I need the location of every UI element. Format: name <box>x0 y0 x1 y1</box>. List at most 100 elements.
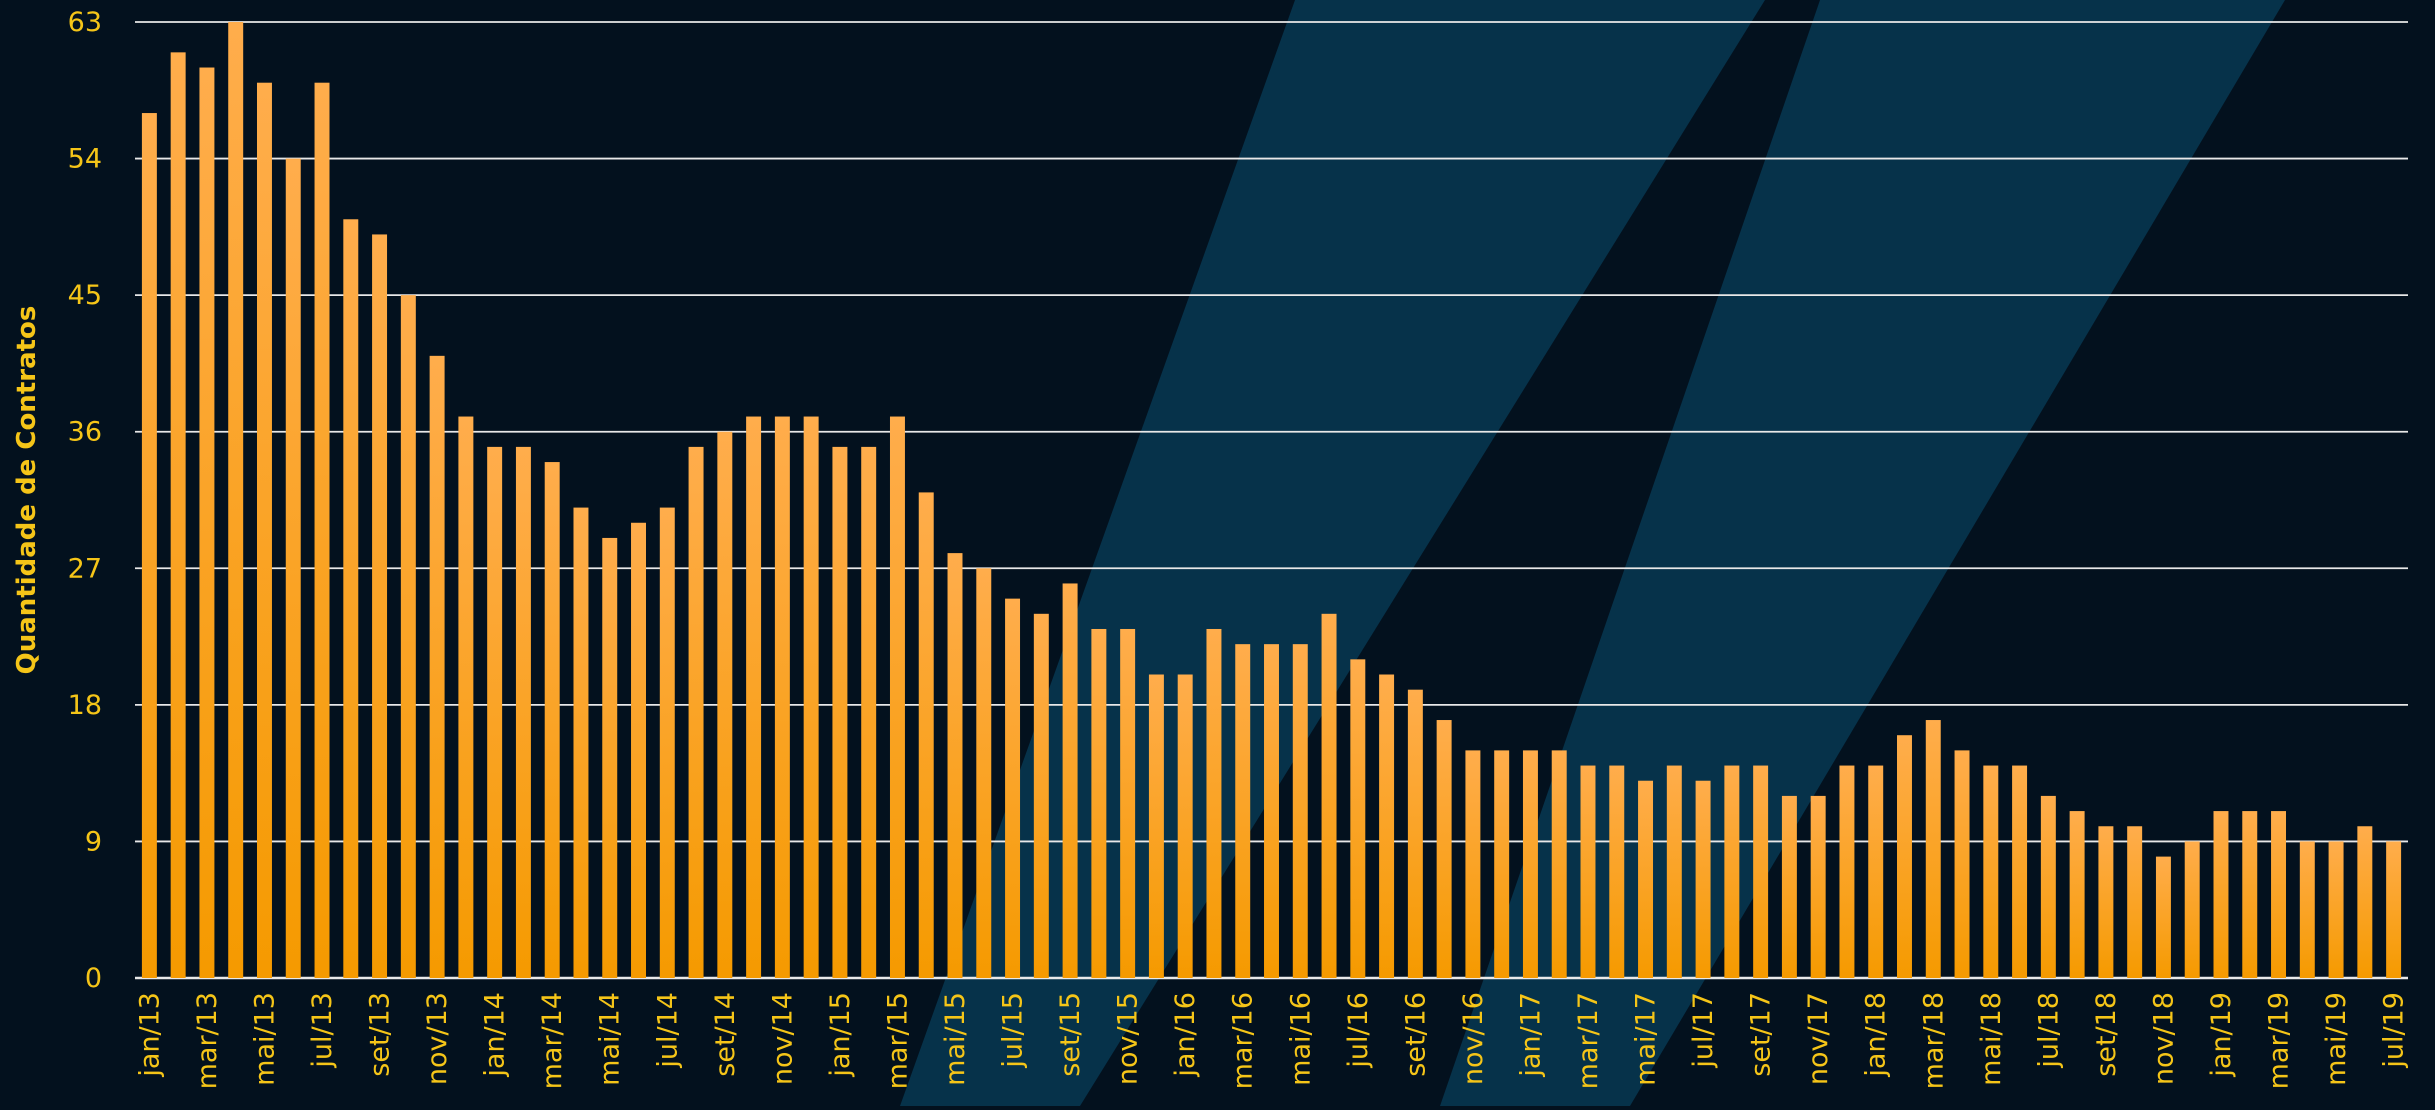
bar <box>1666 765 1682 978</box>
bar <box>1983 765 1999 978</box>
x-tick-label: mai/14 <box>595 992 626 1086</box>
bar <box>688 446 704 978</box>
bar <box>1264 644 1279 978</box>
y-tick-label: 9 <box>85 826 102 857</box>
x-tick-label: jan/16 <box>1170 992 1201 1078</box>
x-tick-label: jul/13 <box>307 992 338 1069</box>
bar <box>1062 583 1078 978</box>
x-tick-label: jul/15 <box>998 992 1029 1069</box>
x-tick-label: jan/18 <box>1861 992 1892 1078</box>
bar <box>1177 674 1193 978</box>
x-tick-label: jul/17 <box>1688 992 1719 1069</box>
bar <box>2299 841 2315 978</box>
bar <box>889 416 905 978</box>
bar <box>256 82 272 978</box>
bar <box>2069 811 2085 978</box>
bar <box>2357 826 2373 978</box>
bar <box>544 462 560 979</box>
x-tick-label: mar/17 <box>1573 992 1604 1089</box>
x-tick-label: jan/17 <box>1515 992 1546 1078</box>
bar <box>1120 628 1136 978</box>
bar <box>314 82 330 978</box>
bar <box>2271 811 2287 978</box>
bar <box>1465 750 1481 978</box>
bar <box>976 568 992 978</box>
bar <box>1148 674 1164 978</box>
bar <box>631 522 646 978</box>
x-tick-label: mai/16 <box>1285 992 1316 1086</box>
bar <box>1005 598 1021 978</box>
x-tick-label: jan/15 <box>825 992 856 1078</box>
x-tick-label: mar/18 <box>1918 992 1949 1089</box>
bar <box>1091 628 1107 978</box>
x-tick-labels: jan/13 mar/13 mai/13 jul/13 set/13 nov/13 jan/… <box>134 992 2409 1089</box>
x-tick-label: jan/19 <box>2206 992 2237 1078</box>
x-tick-label: set/15 <box>1055 992 1086 1077</box>
x-tick-label: mar/14 <box>537 992 568 1089</box>
bar <box>947 553 963 978</box>
bar <box>573 507 589 978</box>
y-tick-label: 36 <box>68 417 102 448</box>
x-tick-label: mar/15 <box>882 992 913 1089</box>
y-tick-labels: 0 9 18 27 36 45 54 63 <box>68 7 102 994</box>
bar <box>2386 841 2402 978</box>
bar <box>285 158 301 979</box>
x-tick-label: set/14 <box>710 992 741 1077</box>
bar <box>2213 811 2229 978</box>
bar <box>1781 795 1797 978</box>
bar <box>1839 765 1855 978</box>
x-tick-label: jul/18 <box>2033 992 2064 1069</box>
x-tick-label: jul/16 <box>1343 992 1374 1069</box>
bar <box>400 295 416 979</box>
bar <box>2012 765 2028 978</box>
x-tick-label: set/18 <box>2091 992 2122 1077</box>
bar <box>774 416 790 978</box>
x-tick-label: mar/19 <box>2264 992 2295 1089</box>
bar <box>429 355 445 978</box>
bar <box>1925 720 1941 978</box>
bar <box>2127 826 2143 978</box>
bar <box>1753 765 1769 978</box>
bar <box>1350 659 1366 978</box>
bar <box>170 52 186 979</box>
x-tick-label: set/13 <box>365 992 396 1077</box>
y-tick-label: 18 <box>68 690 102 721</box>
bar <box>832 446 848 978</box>
bar <box>602 537 618 978</box>
x-tick-label: mai/15 <box>940 992 971 1086</box>
bar <box>918 492 934 978</box>
x-tick-label: jul/19 <box>2379 992 2410 1069</box>
y-tick-label: 45 <box>68 280 102 311</box>
bar <box>1379 674 1395 978</box>
bar <box>1954 750 1970 978</box>
y-tick-label: 0 <box>85 963 102 994</box>
background-band-1 <box>900 0 1765 1106</box>
bar <box>861 446 877 978</box>
bar <box>803 416 819 978</box>
bar <box>2184 841 2200 978</box>
bar <box>717 431 733 978</box>
x-tick-label: jul/14 <box>652 992 683 1069</box>
x-tick-label: jan/14 <box>480 992 511 1078</box>
bar <box>1321 613 1337 978</box>
bar <box>515 446 531 978</box>
bar <box>141 113 157 979</box>
x-tick-label: set/17 <box>1746 992 1777 1077</box>
x-tick-label: set/16 <box>1400 992 1431 1077</box>
bar <box>1033 613 1049 978</box>
bar <box>2098 826 2114 978</box>
bar <box>1724 765 1740 978</box>
bar <box>2242 811 2258 978</box>
bar <box>746 416 762 978</box>
bar <box>1580 765 1596 978</box>
x-tick-label: mai/17 <box>1631 992 1662 1086</box>
bar <box>228 22 244 978</box>
bar <box>1551 750 1567 978</box>
bar <box>1522 750 1538 978</box>
y-tick-label: 63 <box>68 7 102 38</box>
bar <box>1407 689 1423 978</box>
bar <box>458 416 474 978</box>
bar <box>659 507 675 978</box>
